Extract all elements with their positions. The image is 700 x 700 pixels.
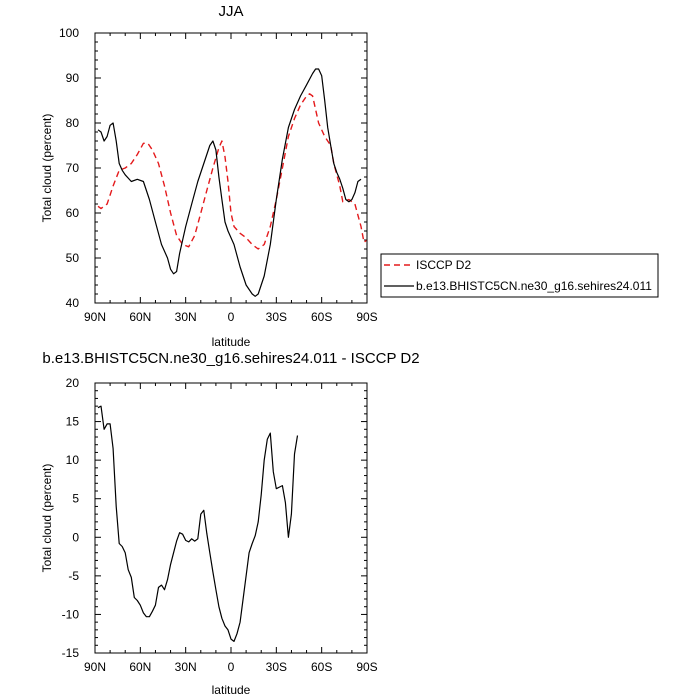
top-ticks: 90N 60N 30N 0 30S 60S 90S 40 50 60 70 80 90 100 [59, 26, 378, 324]
bottom-x-tick-label: 60N [129, 660, 151, 674]
bottom-x-axis-label: latitude [212, 683, 251, 697]
top-x-axis-label: latitude [212, 335, 251, 349]
top-chart-title: JJA [218, 3, 243, 20]
bottom-x-tick-label: 90S [356, 660, 377, 674]
bottom-y-tick-label: 10 [66, 453, 80, 467]
top-y-tick-label: 100 [59, 26, 79, 40]
bottom-plot-frame [94, 382, 368, 654]
top-panel: JJA Total cloud (percent) latitude 90N 60… [40, 3, 378, 349]
top-x-tick-label: 30S [266, 310, 287, 324]
bottom-series-line-0 [97, 405, 299, 642]
bottom-x-tick-label: 60S [311, 660, 332, 674]
top-y-tick-label: 80 [66, 116, 80, 130]
top-y-tick-label: 50 [66, 251, 80, 265]
bottom-x-tick-label: 30N [175, 660, 197, 674]
top-x-tick-label: 30N [175, 310, 197, 324]
top-series-group [97, 68, 368, 297]
legend-label-isccp: ISCCP D2 [416, 258, 471, 272]
top-x-tick-label: 90S [356, 310, 377, 324]
top-y-tick-label: 70 [66, 161, 80, 175]
bottom-chart-title: b.e13.BHISTC5CN.ne30_g16.sehires24.011 -… [42, 350, 419, 367]
bottom-y-tick-label: -15 [62, 646, 80, 660]
bottom-x-tick-label: 90N [84, 660, 106, 674]
bottom-y-tick-label: -10 [62, 607, 80, 621]
top-y-tick-label: 90 [66, 71, 80, 85]
bottom-y-tick-label: 5 [72, 492, 79, 506]
top-y-tick-label: 40 [66, 296, 80, 310]
bottom-y-tick-label: 20 [66, 376, 80, 390]
top-x-tick-label: 90N [84, 310, 106, 324]
top-x-tick-label: 60N [129, 310, 151, 324]
bottom-series-group [97, 405, 299, 642]
top-x-tick-label: 60S [311, 310, 332, 324]
bottom-x-tick-label: 30S [266, 660, 287, 674]
top-legend: ISCCP D2 b.e13.BHISTC5CN.ne30_g16.sehire… [380, 253, 659, 298]
bottom-y-axis-label: Total cloud (percent) [40, 464, 54, 573]
bottom-panel: b.e13.BHISTC5CN.ne30_g16.sehires24.011 -… [40, 350, 420, 697]
bottom-y-tick-label: 15 [66, 415, 80, 429]
legend-label-model: b.e13.BHISTC5CN.ne30_g16.sehires24.011 [416, 279, 652, 293]
top-series-line-0 [97, 93, 368, 250]
top-y-tick-label: 60 [66, 206, 80, 220]
legend-box [380, 253, 659, 298]
bottom-y-tick-label: 0 [72, 530, 79, 544]
bottom-y-tick-label: -5 [68, 569, 79, 583]
top-x-tick-label: 0 [228, 310, 235, 324]
top-series-line-1 [97, 68, 362, 297]
top-plot-frame [94, 32, 368, 304]
bottom-ticks: 90N 60N 30N 0 30S 60S 90S -15 -10 -5 0 5 10 15 20 [62, 376, 378, 674]
bottom-x-tick-label: 0 [228, 660, 235, 674]
top-y-axis-label: Total cloud (percent) [40, 114, 54, 223]
